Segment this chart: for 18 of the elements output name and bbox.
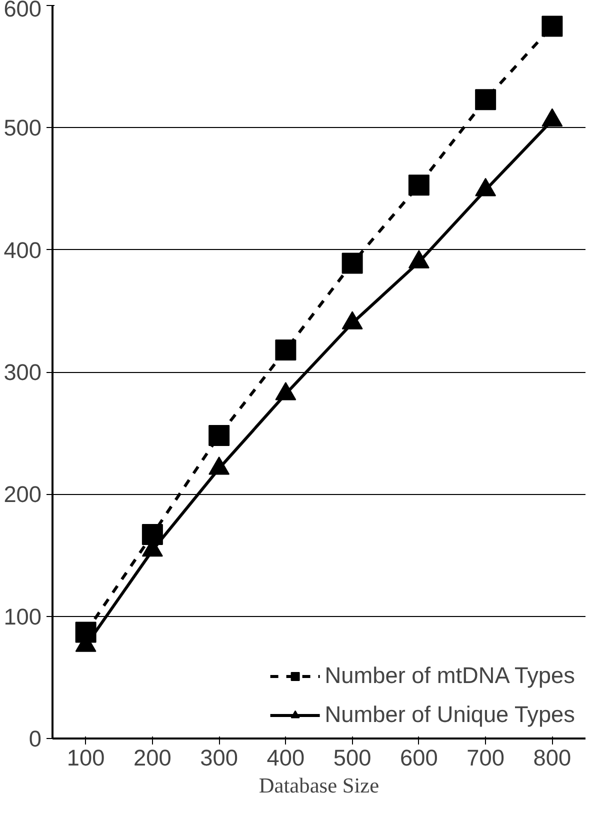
y-tick-label: 200 [4, 481, 42, 508]
x-tick-label: 400 [266, 744, 305, 770]
x-tick-label: 700 [466, 744, 504, 770]
y-tick-label: 600 [4, 0, 42, 22]
y-tick-label: 500 [4, 114, 42, 141]
legend-label: Number of mtDNA Types [324, 662, 575, 689]
x-tick-label: 300 [200, 744, 238, 770]
x-tick-label: 600 [400, 744, 438, 770]
x-tick-label: 500 [333, 744, 372, 770]
y-tick-label: 400 [4, 236, 42, 263]
x-tick-label: 800 [533, 744, 572, 770]
x-axis-title: Database Size [258, 774, 380, 798]
y-tick-label: 100 [4, 603, 42, 630]
y-tick-label: 0 [28, 726, 42, 752]
legend-label: Number of Unique Types [324, 701, 575, 728]
y-tick-label: 300 [4, 359, 42, 385]
x-tick-label: 100 [66, 744, 105, 770]
x-tick-label: 200 [134, 744, 172, 770]
